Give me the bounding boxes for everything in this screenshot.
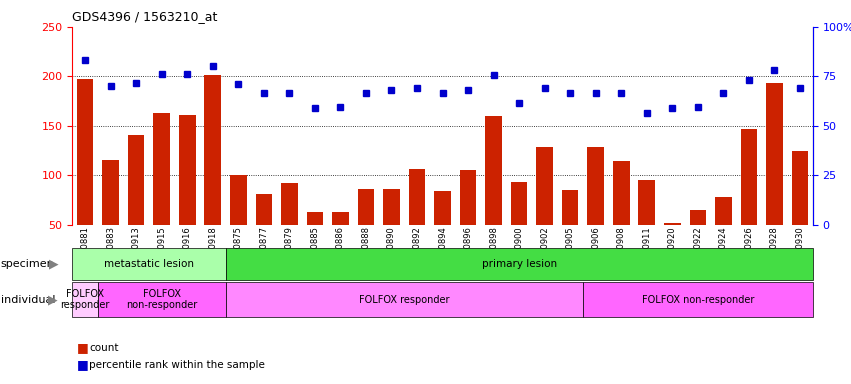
Text: FOLFOX non-responder: FOLFOX non-responder [642, 295, 754, 305]
Text: ▶: ▶ [48, 293, 57, 306]
Bar [689, 210, 706, 225]
Bar [102, 161, 119, 225]
Text: FOLFOX responder: FOLFOX responder [359, 295, 449, 305]
Bar [255, 194, 272, 225]
Bar [715, 197, 732, 225]
Text: FOLFOX
non-responder: FOLFOX non-responder [126, 289, 197, 310]
Bar [281, 183, 298, 225]
Bar [587, 147, 604, 225]
Bar [332, 212, 349, 225]
Text: individual: individual [1, 295, 55, 305]
Text: ■: ■ [77, 358, 89, 371]
Bar [613, 161, 630, 225]
Bar [740, 129, 757, 225]
Text: primary lesion: primary lesion [482, 259, 557, 269]
Bar [226, 282, 583, 317]
Bar [77, 79, 94, 225]
Bar [583, 282, 813, 317]
Bar [536, 147, 553, 225]
Text: specimen: specimen [1, 259, 54, 269]
Text: metastatic lesion: metastatic lesion [104, 259, 194, 269]
Bar [179, 115, 196, 225]
Bar [230, 175, 247, 225]
Text: percentile rank within the sample: percentile rank within the sample [89, 360, 266, 370]
Bar [383, 189, 400, 225]
Bar [153, 113, 170, 225]
Bar [766, 83, 783, 225]
Bar [408, 169, 426, 225]
Text: ■: ■ [77, 341, 89, 354]
Bar [485, 116, 502, 225]
Text: count: count [89, 343, 119, 353]
Bar [664, 223, 681, 225]
Bar [226, 248, 813, 280]
Bar [638, 180, 655, 225]
Bar [434, 191, 451, 225]
Bar [511, 182, 528, 225]
Bar [98, 282, 226, 317]
Bar [357, 189, 374, 225]
Bar [128, 135, 145, 225]
Bar [306, 212, 323, 225]
Text: GDS4396 / 1563210_at: GDS4396 / 1563210_at [72, 10, 218, 23]
Text: ▶: ▶ [49, 258, 59, 270]
Text: FOLFOX
responder: FOLFOX responder [60, 289, 110, 310]
Bar [460, 170, 477, 225]
Bar [791, 151, 808, 225]
Bar [72, 248, 226, 280]
Bar [562, 190, 579, 225]
Bar [204, 75, 221, 225]
Bar [72, 282, 98, 317]
